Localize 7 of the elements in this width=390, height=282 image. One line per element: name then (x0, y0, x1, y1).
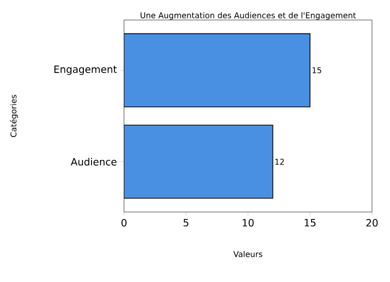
x-tick-label: 5 (184, 219, 188, 226)
y-tick-label: Audience (70, 158, 116, 166)
y-tick-label: Engagement (54, 66, 117, 75)
x-tick-label: 20 (366, 219, 378, 227)
x-tick-label: 10 (242, 219, 254, 227)
x-tick-label: 15 (304, 219, 316, 226)
x-tick-label: 0 (121, 219, 127, 227)
